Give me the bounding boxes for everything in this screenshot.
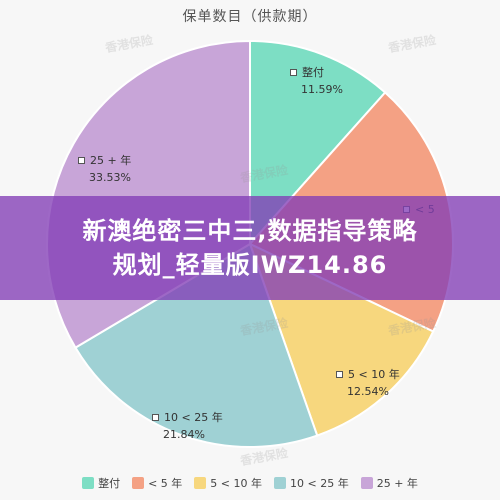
marker-icon [152,414,159,421]
chart-title: 保单数目（供款期） [182,9,318,25]
slice-label-5-10: 5 < 10 年 12.54% [336,366,400,400]
overlay-banner: 新澳绝密三中三,数据指导策略 规划_轻量版IWZ14.86 [0,196,500,300]
legend-item: 10 < 25 年 [274,475,349,491]
legend-label: 5 < 10 年 [210,477,262,490]
legend-label: 整付 [98,477,121,490]
legend-item: 5 < 10 年 [194,475,262,491]
slice-label-lump-sum: 整付 11.59% [290,64,343,98]
legend-item: 整付 [82,475,120,491]
legend-label: < 5 年 [148,477,183,490]
legend-swatch [132,477,145,489]
legend-swatch [82,477,95,489]
slice-label-25plus: 25 + 年 33.53% [78,152,131,186]
overlay-line-1: 新澳绝密三中三,数据指导策略 [82,217,418,245]
legend-item: < 5 年 [132,475,182,491]
marker-icon [78,157,85,164]
overlay-line-2: 规划_轻量版IWZ14.86 [112,251,388,279]
legend-swatch [360,477,373,489]
marker-icon [290,69,297,76]
legend-swatch [274,477,286,489]
slice-lump-sum [249,39,387,247]
legend-swatch [194,477,207,489]
legend-label: 25 + 年 [376,477,418,490]
legend-label: 10 < 25 年 [290,477,349,490]
chart-legend: 整付 < 5 年 5 < 10 年 10 < 25 年 25 + 年 [0,475,500,491]
slice-label-10-25: 10 < 25 年 21.84% [152,409,223,443]
marker-icon [336,371,343,378]
legend-item: 25 + 年 [360,475,418,491]
